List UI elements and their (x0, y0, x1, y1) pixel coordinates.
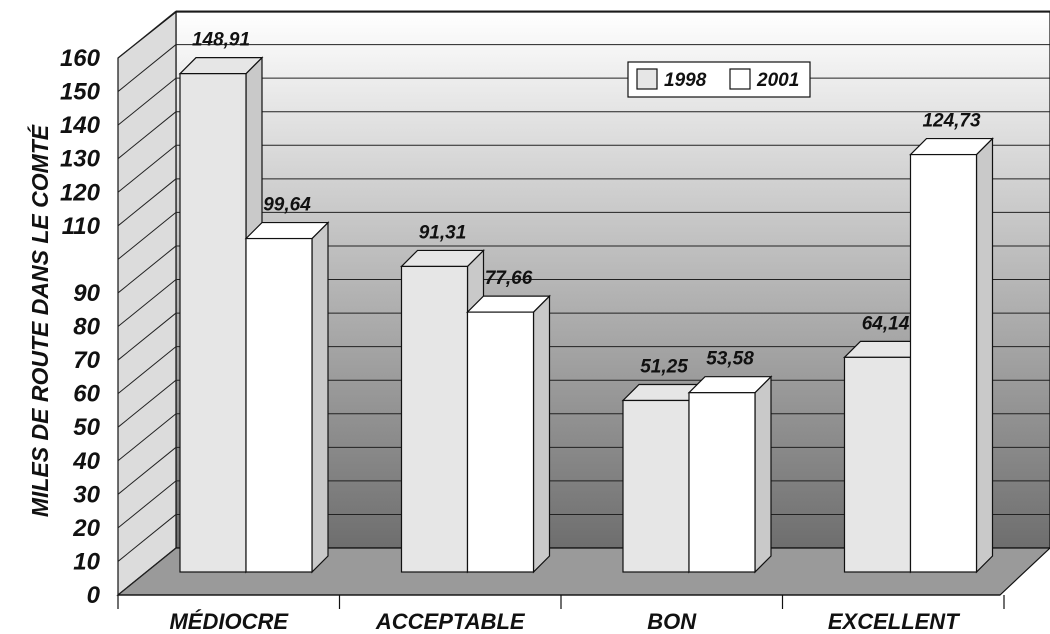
y-tick-label: 40 (72, 448, 100, 475)
data-labels: 148,91 99,64 91,31 77,66 51,25 53,58 64,14 124,… (192, 30, 981, 378)
y-tick-label: 20 (72, 515, 100, 542)
gridline-side (117, 279, 177, 327)
y-tick-label: 120 (60, 179, 101, 206)
bar-2001 (244, 221, 330, 574)
gridline-side (117, 77, 177, 126)
gridline-side (117, 44, 177, 92)
gridline-side (117, 514, 177, 562)
bars (178, 56, 994, 574)
x-axis: MÉDIOCRE ACCEPTABLE BON EXCELLENT (117, 594, 1005, 634)
x-tick-label: EXCELLENT (828, 609, 960, 634)
data-label: 51,25 (640, 356, 688, 377)
legend-swatch-2001 (729, 68, 751, 90)
gridline-side (117, 211, 177, 260)
y-tick-label: 140 (60, 112, 101, 139)
y-tick-label: 130 (60, 146, 101, 173)
bar-1998 (178, 56, 264, 574)
legend-box (627, 61, 811, 98)
x-tick-label: MÉDIOCRE (169, 609, 289, 634)
y-axis-label: MILES DE ROUTE DANS LE COMTÉ (26, 124, 53, 517)
gridline-side (117, 178, 177, 227)
data-label: 53,58 (706, 349, 754, 370)
bar-2001 (687, 375, 773, 574)
bar-2001 (466, 294, 551, 574)
bar-2001 (909, 137, 994, 574)
gridline-side (117, 10, 177, 59)
data-label: 91,31 (419, 222, 467, 243)
data-label: 99,64 (263, 195, 311, 216)
y-tick-label: 80 (73, 314, 100, 341)
y-tick-label: 160 (60, 45, 101, 72)
gridline-side (117, 346, 177, 395)
legend-swatch-1998 (636, 68, 658, 90)
data-label: 77,66 (485, 268, 533, 289)
data-label: 148,91 (192, 30, 250, 51)
x-tick-label: ACCEPTABLE (375, 609, 526, 634)
data-label: 124,73 (922, 111, 981, 132)
gridline-side (117, 379, 177, 428)
data-label: 64,14 (862, 313, 910, 334)
y-tick-label: 90 (73, 280, 100, 307)
y-tick-label: 30 (73, 481, 100, 508)
y-axis: 0 10 20 30 40 50 60 70 80 90 110 120 130 140 150 160 (60, 45, 101, 609)
gridline-side (117, 144, 177, 193)
y-tick-label: 70 (73, 347, 100, 374)
y-tick-label: 150 (60, 79, 101, 106)
y-tick-label: 110 (62, 213, 101, 240)
legend-label-2001: 2001 (756, 70, 799, 91)
gridline-side (117, 413, 177, 462)
y-tick-label: 50 (73, 414, 100, 441)
y-tick-label: 0 (87, 582, 101, 609)
gridline-side (117, 312, 177, 361)
gridline-side (117, 111, 177, 160)
gridline-side (117, 245, 177, 294)
legend-label-1998: 1998 (664, 70, 707, 91)
gridline-side (117, 547, 177, 596)
gridline-side (117, 446, 177, 495)
x-tick-label: BON (647, 609, 697, 634)
y-tick-label: 60 (73, 381, 100, 408)
legend: 1998 2001 (627, 61, 811, 98)
y-tick-label: 10 (73, 548, 100, 575)
gridline-side (117, 480, 177, 529)
